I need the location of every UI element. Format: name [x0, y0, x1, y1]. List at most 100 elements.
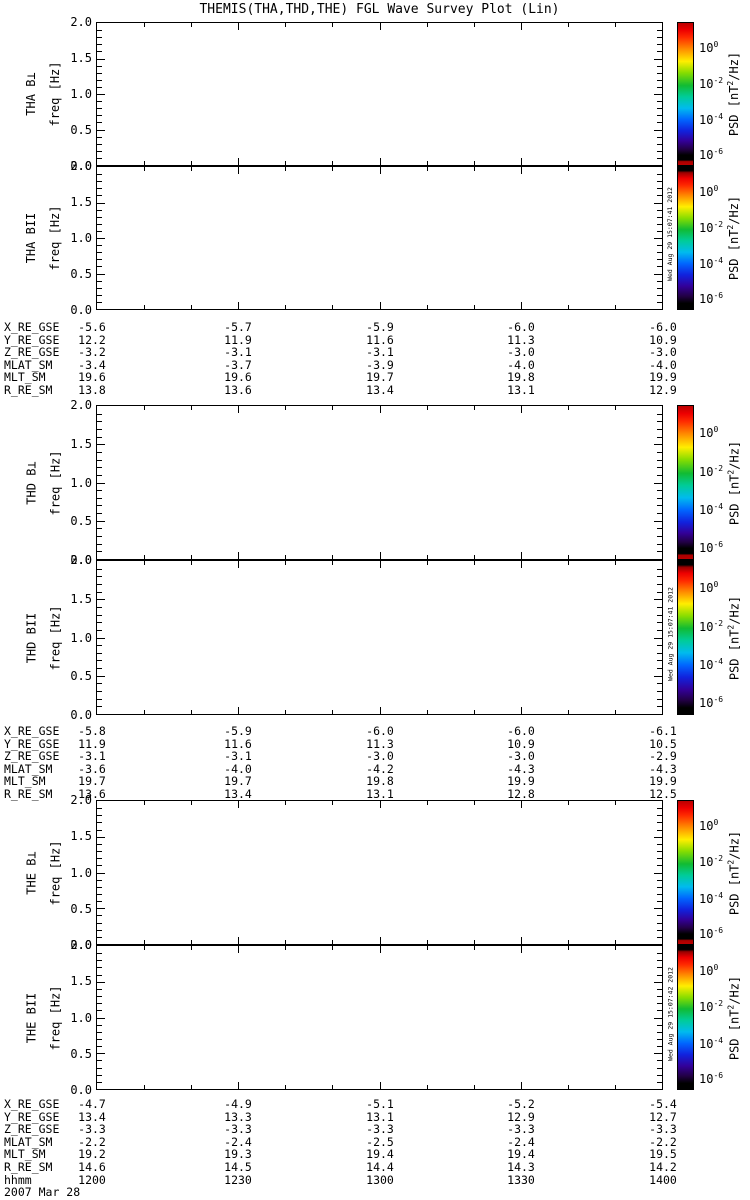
psd-axis-label: PSD [nT2/Hz] [726, 195, 741, 281]
freq-tick-mark [657, 615, 662, 616]
freq-axis-label: freq [Hz] [48, 61, 62, 127]
ephemeris-value: 19.8 [366, 774, 394, 789]
colorbar-tick-label: 10-2 [699, 76, 724, 92]
freq-tick-mark [97, 536, 102, 537]
time-tick-mark [521, 937, 522, 944]
colorbar-tick-label: 10-2 [699, 999, 724, 1015]
time-tick-mark [285, 23, 286, 27]
freq-tick-label: 2.0 [70, 938, 92, 952]
time-tick-mark [144, 801, 145, 805]
ephemeris-row-label: R_RE_SM [4, 1160, 53, 1174]
time-tick-mark [144, 561, 145, 565]
time-tick-mark [568, 801, 569, 805]
freq-tick-mark [657, 815, 662, 816]
ephemeris-row-label: R_RE_SM [4, 383, 53, 397]
freq-tick-mark [97, 115, 102, 116]
freq-tick-mark [97, 822, 102, 823]
time-tick-mark [191, 167, 192, 171]
freq-tick-mark [657, 691, 662, 692]
freq-tick-mark [657, 158, 662, 159]
freq-tick-mark [657, 953, 662, 954]
time-tick-mark [332, 710, 333, 714]
freq-tick-mark [97, 210, 102, 211]
ephemeris-value: -5.6 [78, 320, 106, 334]
ephemeris-value: -2.2 [78, 1134, 106, 1149]
freq-tick-mark [97, 1075, 102, 1076]
time-tick-mark [521, 406, 522, 413]
time-tick-mark [615, 167, 616, 171]
ephemeris-value: -5.8 [78, 724, 106, 738]
freq-tick-mark [97, 281, 102, 282]
ephemeris-value: 11.9 [224, 332, 252, 347]
ephemeris-row-label: Y_RE_GSE [4, 332, 60, 347]
time-tick-mark [474, 1085, 475, 1089]
freq-tick-mark [97, 122, 102, 123]
freq-tick-mark [657, 437, 662, 438]
freq-tick-label: 0.0 [70, 708, 92, 722]
ephemeris-value: 12.9 [649, 383, 677, 397]
freq-tick-mark [657, 653, 662, 654]
freq-tick-mark [97, 1018, 105, 1019]
time-tick-mark [521, 561, 522, 568]
freq-tick-mark [657, 1046, 662, 1047]
ephemeris-value: -6.1 [649, 724, 677, 738]
freq-tick-mark [657, 1060, 662, 1061]
freq-tick-mark [657, 551, 662, 552]
freq-tick-mark [97, 288, 102, 289]
time-tick-mark [238, 158, 239, 165]
ephemeris-row-label: MLT_SM [4, 1147, 46, 1162]
freq-tick-mark [654, 483, 662, 484]
ephemeris-value: -2.5 [366, 1134, 394, 1149]
freq-tick-mark [97, 528, 102, 529]
freq-tick-mark [97, 498, 102, 499]
time-tick-mark [332, 305, 333, 309]
ephemeris-value: -3.7 [224, 357, 252, 372]
freq-tick-mark [657, 528, 662, 529]
ephemeris-value: -3.1 [78, 749, 106, 764]
freq-tick-mark [97, 94, 105, 95]
ephemeris-row-label: Y_RE_GSE [4, 736, 60, 751]
freq-tick-mark [97, 252, 102, 253]
freq-tick-mark [657, 217, 662, 218]
ephemeris-value: 19.4 [507, 1147, 535, 1162]
psd-colorbar [677, 800, 694, 945]
time-tick-label: 1230 [224, 1172, 252, 1187]
freq-tick-mark [97, 865, 102, 866]
time-tick-mark [615, 1085, 616, 1089]
freq-tick-mark [657, 475, 662, 476]
freq-tick-mark [657, 37, 662, 38]
freq-tick-mark [654, 274, 662, 275]
freq-tick-mark [657, 513, 662, 514]
freq-tick-mark [97, 569, 102, 570]
time-tick-mark [568, 946, 569, 950]
freq-tick-mark [97, 224, 102, 225]
ephemeris-value: 19.6 [78, 370, 106, 385]
freq-tick-mark [657, 498, 662, 499]
time-tick-mark [521, 302, 522, 309]
time-tick-mark [474, 161, 475, 165]
ephemeris-value: 19.7 [224, 774, 252, 789]
freq-axis-label: freq [Hz] [48, 604, 62, 671]
time-tick-mark [380, 1082, 381, 1089]
psd-axis-label: PSD [nT2/Hz] [726, 51, 741, 137]
spectrogram-panel-thd-bpar [96, 560, 663, 715]
time-tick-mark [332, 940, 333, 944]
freq-tick-mark [97, 437, 102, 438]
ephemeris-value: -4.2 [366, 761, 394, 776]
time-tick-mark [332, 946, 333, 950]
time-tick-mark [238, 23, 239, 30]
freq-tick-mark [97, 144, 102, 145]
freq-tick-label: 0.0 [70, 938, 92, 952]
time-tick-mark [521, 167, 522, 174]
ephemeris-value: 13.4 [224, 787, 252, 801]
time-tick-mark [332, 1085, 333, 1089]
freq-tick-mark [657, 844, 662, 845]
freq-tick-mark [657, 894, 662, 895]
ephemeris-row-label: MLAT_SM [4, 1134, 53, 1149]
freq-tick-mark [657, 1039, 662, 1040]
ephemeris-value: -3.1 [366, 345, 394, 360]
ephemeris-value: 11.6 [366, 332, 394, 347]
colorbar-tick-label: 100 [699, 424, 719, 440]
freq-tick-mark [654, 444, 662, 445]
time-tick-mark [427, 801, 428, 805]
